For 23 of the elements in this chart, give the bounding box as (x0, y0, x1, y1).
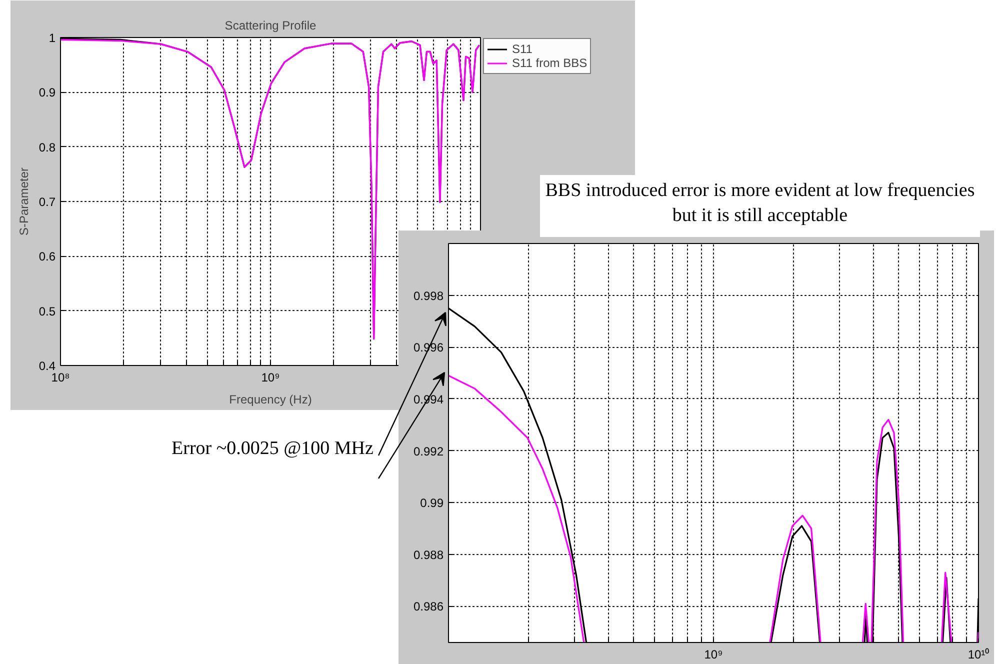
y-tick-label: 1 (48, 31, 56, 45)
x-tick-label: 10⁹ (704, 648, 723, 662)
x-axis-title: Frequency (Hz) (229, 392, 312, 406)
y-tick-label: 0.5 (38, 304, 56, 318)
y-tick-label: 0.998 (413, 288, 444, 303)
y-tick-label: 0.7 (38, 195, 56, 209)
text: Error ~0.0025 @100 MHz (172, 437, 374, 461)
y-tick-label: 0.4 (38, 359, 56, 373)
y-tick-label: 0.99 (420, 496, 444, 510)
y-tick-label: 0.988 (413, 548, 444, 562)
y-tick-label: 0.986 (413, 600, 444, 614)
legend-label: S11 (512, 42, 532, 56)
y-tick-label: 0.6 (38, 250, 56, 264)
y-tick-label: 0.9 (38, 86, 56, 100)
x-tick-label: 10⁹ (261, 370, 280, 384)
x-tick-label: 10¹⁰ (968, 648, 990, 662)
y-tick-label: 0.8 (38, 140, 56, 154)
y-axis-title: S-Parameter (16, 167, 31, 236)
text: BBS introduced error is more evident at low frequencies but it is still acceptable (544, 179, 976, 228)
x-tick-label: 10⁸ (51, 370, 70, 384)
chart-title: Scattering Profile (224, 18, 317, 32)
y-tick-label: 0.992 (413, 444, 444, 458)
legend-label: S11 from BBS (512, 56, 588, 70)
